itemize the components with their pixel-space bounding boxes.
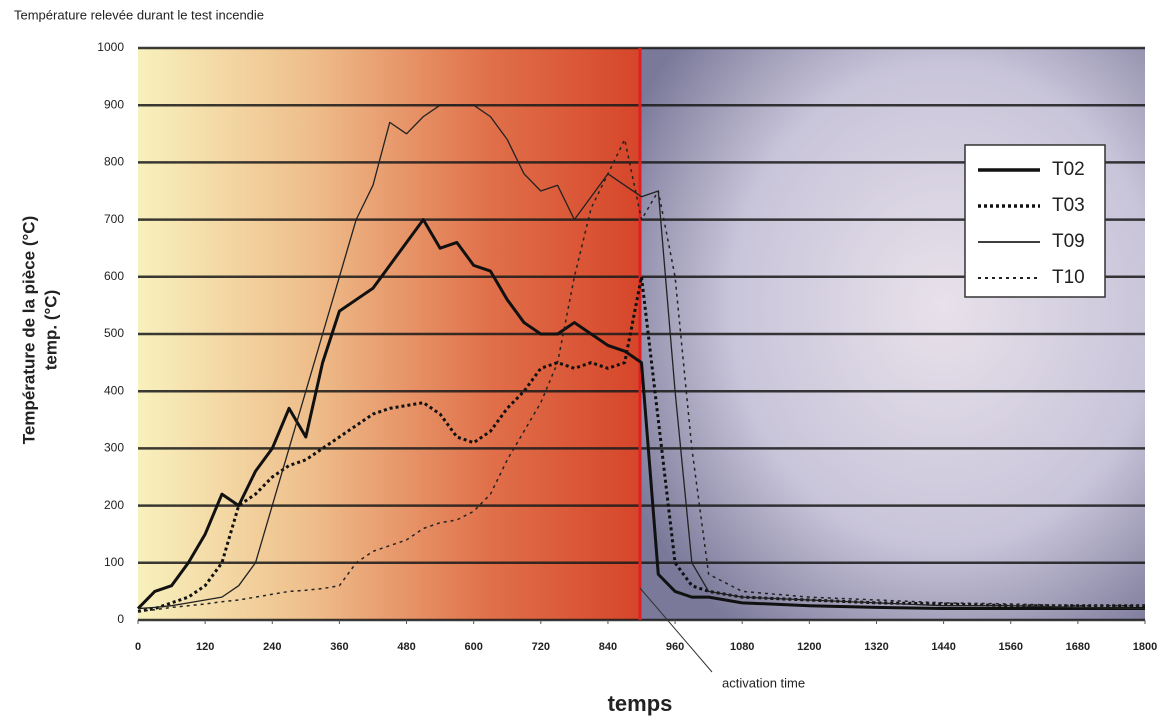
y-axis-label: Température de la pièce (°C)	[19, 216, 38, 445]
annotation-pointer	[639, 587, 713, 673]
x-tick-label: 1560	[998, 641, 1022, 653]
chart-title: Température relevée durant le test incen…	[14, 7, 264, 22]
x-tick-label: 240	[263, 641, 281, 653]
y-tick-label: 600	[104, 269, 124, 283]
y-tick-label: 500	[104, 326, 124, 340]
series-line	[136, 218, 1145, 611]
y-tick-label: 0	[117, 612, 124, 626]
x-tick-label: 0	[135, 641, 141, 653]
series-line	[137, 275, 1145, 613]
legend-label: T09	[1052, 231, 1085, 252]
y-tick-label: 700	[104, 212, 124, 226]
series-line	[137, 138, 1145, 613]
y-tick-label: 800	[104, 155, 124, 169]
series-line	[137, 104, 1146, 610]
x-tick-label: 960	[666, 641, 684, 653]
annotation: activation time	[722, 675, 805, 690]
y-tick-label: 300	[104, 441, 124, 455]
x-tick-label: 720	[532, 641, 550, 653]
x-tick-label: 600	[464, 641, 482, 653]
y-tick-label: 400	[104, 383, 124, 397]
x-tick-label: 120	[196, 641, 214, 653]
x-tick-label: 1200	[797, 641, 821, 653]
y-tick-label: 100	[104, 555, 124, 569]
x-tick-label: 1080	[730, 641, 754, 653]
x-tick-label: 840	[599, 641, 617, 653]
y-tick-label: 900	[104, 97, 124, 111]
x-tick-label: 1320	[864, 641, 888, 653]
legend-label: T03	[1052, 195, 1085, 216]
x-tick-label: 480	[397, 641, 415, 653]
legend-label: T10	[1052, 267, 1085, 288]
x-axis-label: temps	[608, 691, 673, 716]
y-tick-label: 1000	[97, 40, 124, 54]
y-axis-label: temp. (°C)	[41, 290, 60, 370]
x-tick-label: 1680	[1066, 641, 1090, 653]
y-tick-label: 200	[104, 498, 124, 512]
legend-label: T02	[1052, 159, 1085, 180]
x-tick-label: 1440	[931, 641, 955, 653]
x-tick-label: 360	[330, 641, 348, 653]
x-tick-label: 1800	[1133, 641, 1157, 653]
